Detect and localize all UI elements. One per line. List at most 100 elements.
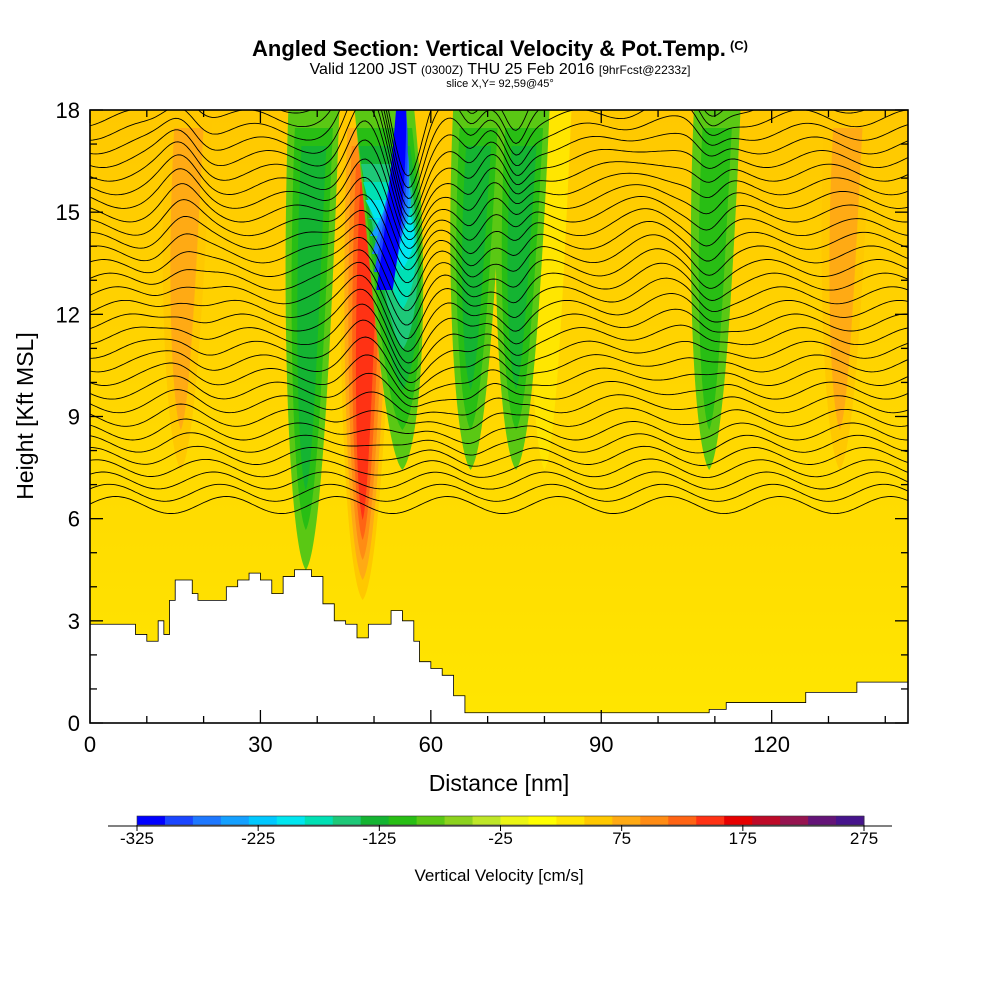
isentrope-line xyxy=(90,319,908,384)
isentrope-line xyxy=(90,120,908,233)
x-tick-label: 60 xyxy=(419,732,443,757)
isentrope-line xyxy=(90,249,908,326)
isentrope-line xyxy=(90,110,908,225)
downdraft-band xyxy=(462,146,492,390)
colorbar: -325 -225 -125 -25 75 175 275 xyxy=(108,815,892,848)
isentrope-line xyxy=(90,274,908,352)
colorbar-swatch xyxy=(332,816,362,825)
downdraft-band xyxy=(376,110,407,290)
updraft-core xyxy=(821,110,872,470)
isentrope-line xyxy=(90,418,908,444)
valid-utc: (0300Z) xyxy=(421,63,464,77)
isentrope-line xyxy=(90,110,866,189)
isentrope-line xyxy=(90,177,908,259)
colorbar-swatch xyxy=(164,816,194,825)
updraft-band xyxy=(170,128,204,430)
isentrope-line xyxy=(90,471,908,490)
downdraft-band xyxy=(698,128,732,430)
isentrope-line xyxy=(90,236,908,312)
isentrope-line xyxy=(90,403,908,431)
colorbar-swatch xyxy=(808,816,837,825)
y-tick-label: 12 xyxy=(56,302,80,327)
plot-area xyxy=(90,110,908,723)
colorbar-swatch xyxy=(416,816,446,825)
colorbar-swatch xyxy=(137,816,166,825)
colorbar-swatch xyxy=(612,816,641,825)
updraft-core xyxy=(162,110,213,470)
x-tick-label: 0 xyxy=(84,732,96,757)
y-tick-label: 18 xyxy=(56,98,80,123)
updraft-band xyxy=(829,128,863,430)
downdraft-band xyxy=(507,146,537,390)
y-tick-label: 15 xyxy=(56,200,80,225)
isentrope-line xyxy=(90,458,908,479)
colorbar-swatch xyxy=(528,816,557,825)
colorbar-swatch xyxy=(668,816,697,825)
colorbar-swatch xyxy=(192,816,222,825)
isentrope-line xyxy=(90,496,908,515)
colorbar-swatch xyxy=(360,816,390,825)
colorbar-swatch xyxy=(248,816,278,825)
colorbar-swatch xyxy=(220,816,250,825)
colorbar-swatch xyxy=(444,816,474,825)
y-tick-label: 0 xyxy=(68,711,80,736)
x-tick-label: 30 xyxy=(248,732,272,757)
colorbar-swatch xyxy=(304,816,334,825)
colorbar-label: 175 xyxy=(729,829,757,848)
x-axis: 0 30 60 90 120 xyxy=(84,110,886,757)
isentrope-line xyxy=(90,354,908,400)
isentrope-line xyxy=(90,372,908,408)
slice-info: slice X,Y= 92,59@45° xyxy=(446,78,554,90)
isentrope-line xyxy=(90,445,908,467)
isentrope-line xyxy=(90,139,908,241)
chart-title: Angled Section: Vertical Velocity & Pot.… xyxy=(0,36,1000,62)
colorbar-swatch xyxy=(472,816,501,825)
downdraft-core xyxy=(690,110,741,470)
isentrope-line xyxy=(90,110,908,217)
downdraft-core xyxy=(354,110,424,470)
y-tick-label: 3 xyxy=(68,609,80,634)
colorbar-title: Vertical Velocity [cm/s] xyxy=(414,866,583,885)
y-tick-label: 6 xyxy=(68,507,80,532)
terrain xyxy=(90,569,908,723)
isentrope-line xyxy=(90,223,908,297)
colorbar-swatch xyxy=(388,816,418,825)
y-axis: 0 3 6 9 12 15 18 xyxy=(56,98,908,736)
isentrope-line xyxy=(90,303,908,374)
isentrope-line xyxy=(90,209,908,284)
isentrope-line xyxy=(90,389,908,416)
x-tick-label: 120 xyxy=(753,732,790,757)
y-axis-title: Height [Kft MSL] xyxy=(12,332,38,499)
isentrope-line xyxy=(90,261,908,340)
colorbar-swatch xyxy=(752,816,781,825)
downdraft-core xyxy=(285,110,340,570)
colorbar-label: -225 xyxy=(241,829,275,848)
chart-title-text: Angled Section: Vertical Velocity & Pot.… xyxy=(252,36,726,61)
colorbar-swatch xyxy=(556,816,585,825)
isentrope-line xyxy=(90,158,908,249)
isentrope-line xyxy=(90,110,908,209)
colorbar-swatch xyxy=(696,816,725,825)
isentrope-line xyxy=(90,336,908,392)
colorbar-label: -125 xyxy=(362,829,396,848)
valid-time-line: Valid 1200 JST (0300Z) THU 25 Feb 2016 [… xyxy=(0,61,1000,79)
colorbar-swatch xyxy=(724,816,753,825)
isentrope-line xyxy=(90,432,908,456)
isentrope-line xyxy=(90,483,908,502)
colorbar-swatch xyxy=(500,816,529,825)
y-tick-label: 9 xyxy=(68,405,80,430)
isentrope-line xyxy=(90,288,908,364)
chart-title-unit: (C) xyxy=(729,38,748,53)
x-tick-label: 90 xyxy=(589,732,613,757)
valid-prefix: Valid 1200 JST xyxy=(309,61,417,78)
isentrope-line xyxy=(90,194,908,271)
forecast-info: [9hrFcst@2233z] xyxy=(598,63,691,77)
x-axis-title: Distance [nm] xyxy=(429,770,570,796)
downdraft-core xyxy=(495,110,550,470)
colorbar-swatch xyxy=(276,816,306,825)
colorbar-swatch xyxy=(640,816,669,825)
colorbar-label: -25 xyxy=(488,829,513,848)
colorbar-label: 75 xyxy=(612,829,631,848)
colorbar-swatch xyxy=(836,816,865,825)
